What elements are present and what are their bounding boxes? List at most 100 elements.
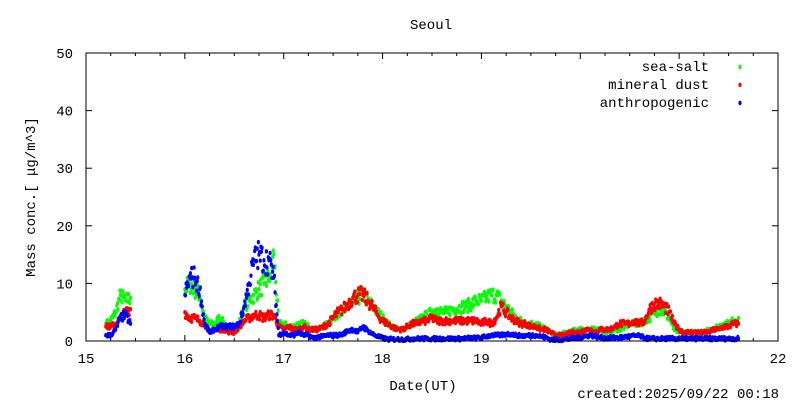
mineral-dust-point xyxy=(636,318,640,323)
sea-salt-point xyxy=(121,289,125,294)
mineral-dust-point xyxy=(358,292,362,297)
anthropogenic-point xyxy=(274,302,278,308)
anthropogenic-point xyxy=(264,249,269,254)
mineral-dust-point xyxy=(374,304,378,310)
mineral-dust-point xyxy=(498,312,502,318)
anthropogenic-point xyxy=(243,299,247,304)
mineral-dust-point xyxy=(355,300,359,305)
sea-salt-point xyxy=(261,275,265,280)
anthropogenic-point xyxy=(128,321,133,326)
sea-salt-point xyxy=(245,307,249,313)
sea-salt-point xyxy=(358,296,362,302)
anthropogenic-point xyxy=(125,313,129,318)
sea-salt-point xyxy=(448,312,452,318)
sea-salt-point xyxy=(473,294,477,300)
anthropogenic-point xyxy=(191,285,195,290)
sea-salt-point xyxy=(454,311,458,317)
sea-salt-point xyxy=(117,297,121,302)
mineral-dust-point xyxy=(254,309,258,315)
mineral-dust-point xyxy=(198,318,202,324)
sea-salt-point xyxy=(648,319,652,324)
anthropogenic-point xyxy=(195,278,199,284)
created-timestamp: created:2025/09/22 00:18 xyxy=(577,387,779,400)
mineral-dust-point xyxy=(346,301,350,306)
sea-salt-point xyxy=(113,313,117,318)
anthropogenic-point xyxy=(251,262,256,268)
mineral-dust-point xyxy=(340,312,344,317)
sea-salt-point xyxy=(479,298,484,303)
mineral-dust-point xyxy=(362,293,366,299)
y-tick-label: 10 xyxy=(56,277,73,293)
legend: sea-salt mineral dust anthropogenic xyxy=(600,60,742,112)
anthropogenic-point xyxy=(188,271,193,276)
sea-salt-point xyxy=(193,295,197,301)
anthropogenic-point xyxy=(253,248,257,254)
sea-salt-point xyxy=(275,298,280,303)
anthropogenic-point xyxy=(186,284,191,289)
axis-ticks: 15 16 17 18 19 20 21 22 0 10 20 30 40 50 xyxy=(56,47,786,368)
anthropogenic-point xyxy=(262,258,266,263)
sea-salt-point xyxy=(188,290,193,296)
sea-salt-point xyxy=(437,312,441,317)
mineral-dust-point xyxy=(481,322,485,327)
anthropogenic-point xyxy=(244,292,248,297)
anthropogenic-point xyxy=(202,317,206,322)
anthropogenic-point xyxy=(736,336,741,341)
anthropogenic-point xyxy=(270,269,275,274)
sea-salt-point xyxy=(252,292,256,298)
sea-salt-point xyxy=(268,271,272,277)
mineral-dust-point xyxy=(657,301,661,306)
y-tick-label: 50 xyxy=(56,47,73,63)
sea-salt-point xyxy=(469,301,474,306)
mineral-dust-point xyxy=(676,323,680,329)
sea-salt-point xyxy=(736,315,741,321)
mineral-dust-point xyxy=(646,311,650,316)
anthropogenic-point xyxy=(246,292,251,297)
sea-salt-point xyxy=(381,313,385,318)
anthropogenic-point xyxy=(199,299,204,304)
mineral-dust-point xyxy=(670,313,674,319)
legend-label: sea-salt xyxy=(642,60,709,76)
anthropogenic-point xyxy=(255,246,259,251)
data-points xyxy=(104,239,741,344)
mineral-dust-point xyxy=(128,307,133,312)
legend-marker xyxy=(738,82,742,88)
mineral-dust-point xyxy=(650,308,655,314)
x-tick-label: 19 xyxy=(473,352,490,368)
anthropogenic-point xyxy=(248,282,252,288)
sea-salt-point xyxy=(457,304,461,309)
anthropogenic-point xyxy=(266,272,270,277)
anthropogenic-point xyxy=(193,275,197,280)
mineral-dust-point xyxy=(663,310,668,316)
y-tick-label: 40 xyxy=(56,105,73,121)
anthropogenic-point xyxy=(241,312,245,318)
anthropogenic-point xyxy=(273,290,277,295)
anthropogenic-point xyxy=(197,294,201,299)
mineral-dust-point xyxy=(343,309,347,314)
sea-salt-point xyxy=(128,301,132,306)
anthropogenic-point xyxy=(200,304,204,309)
anthropogenic-point xyxy=(259,249,264,254)
sea-salt-point xyxy=(272,252,276,257)
mineral-dust-point xyxy=(258,317,262,322)
legend-label: mineral dust xyxy=(608,78,709,94)
mineral-dust-point xyxy=(643,319,647,324)
mineral-dust-point xyxy=(497,307,501,313)
anthropogenic-point xyxy=(115,323,120,329)
anthropogenic-point xyxy=(201,312,205,317)
anthropogenic-point xyxy=(260,245,264,251)
sea-salt-point xyxy=(196,283,200,288)
sea-salt-point xyxy=(267,278,272,284)
anthropogenic-point xyxy=(254,258,259,264)
y-tick-label: 20 xyxy=(56,220,73,236)
sea-salt-point xyxy=(274,279,278,285)
mineral-dust-point xyxy=(437,321,442,327)
mineral-dust-point xyxy=(334,313,338,319)
sea-salt-point xyxy=(264,283,269,289)
mineral-dust-point xyxy=(370,299,374,304)
sea-salt-point xyxy=(254,289,259,295)
x-axis-label: Date(UT) xyxy=(389,379,456,395)
sea-salt-point xyxy=(128,295,133,300)
sea-salt-point xyxy=(220,315,225,321)
